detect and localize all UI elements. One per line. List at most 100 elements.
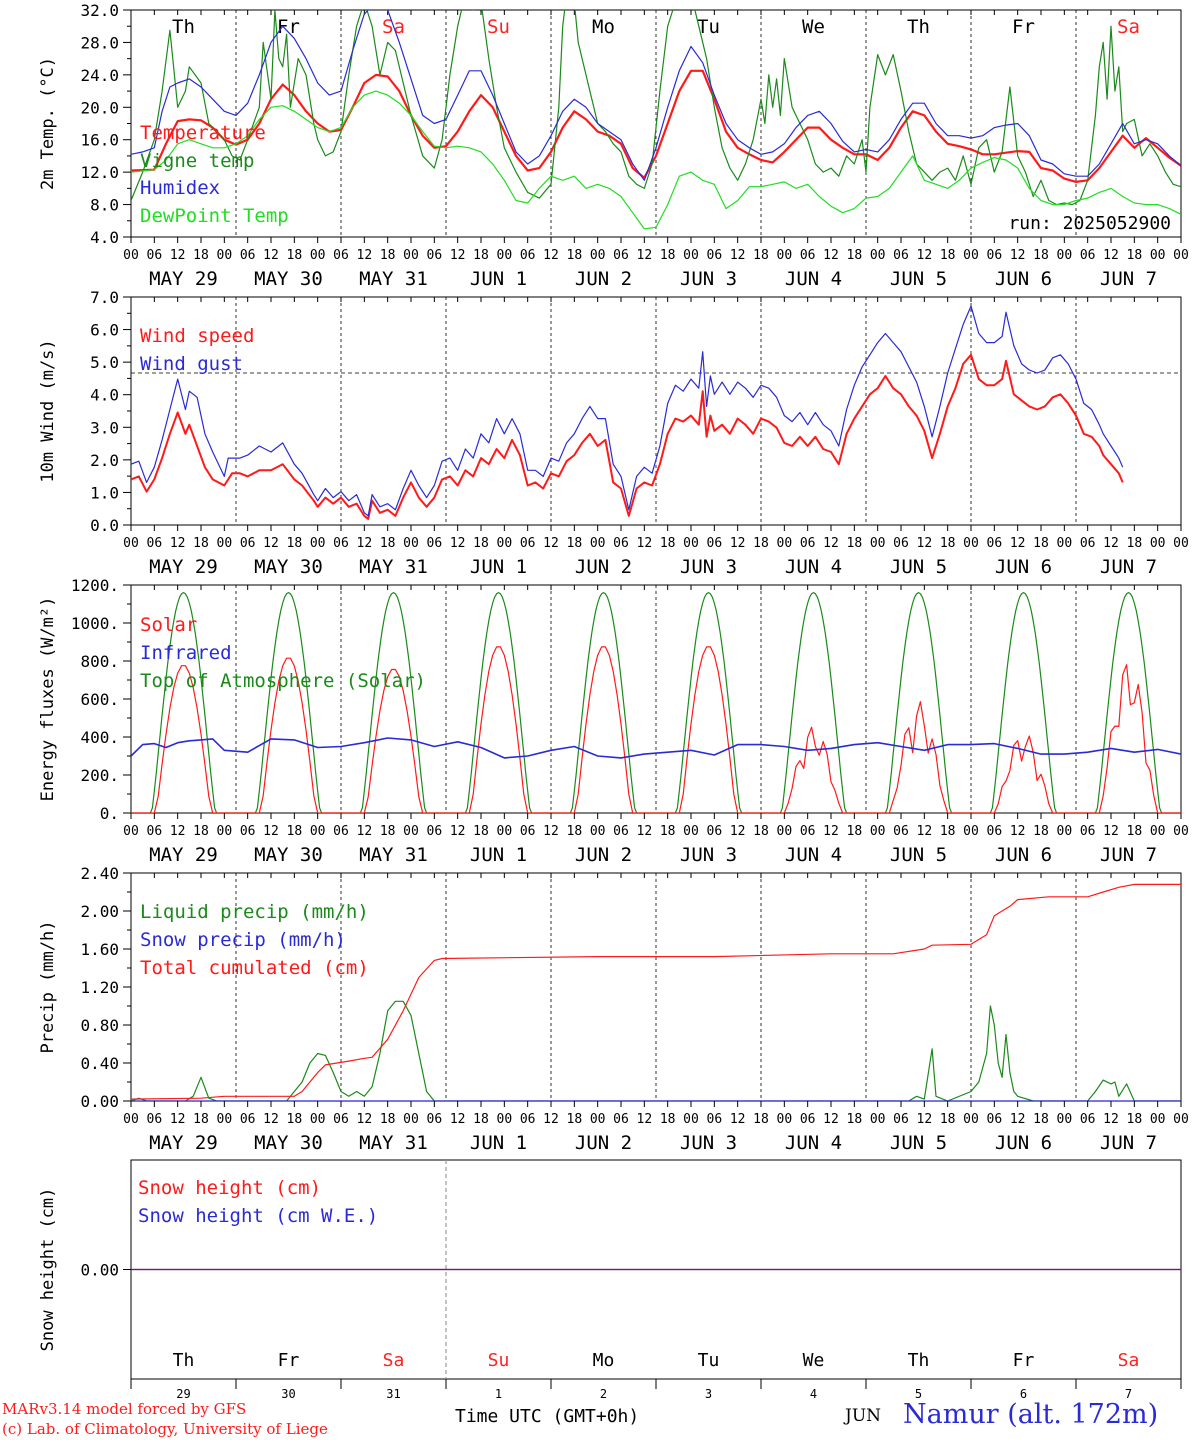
y-tick-label: 600. bbox=[80, 690, 119, 709]
x-hour-label: 06 bbox=[893, 1112, 909, 1127]
y-tick-label: 7.0 bbox=[90, 288, 119, 307]
day-name-label: Sa bbox=[1117, 16, 1140, 38]
x-hour-label: 12 bbox=[730, 536, 746, 551]
x-hour-label: 06 bbox=[427, 248, 443, 263]
x-hour-label: 06 bbox=[613, 824, 629, 839]
credit-model: MARv3.14 model forced by GFS bbox=[2, 1400, 247, 1418]
series-group bbox=[131, 591, 1181, 813]
day-name-label: Fr bbox=[277, 16, 300, 38]
x-date-label: JUN 2 bbox=[575, 1132, 632, 1154]
x-hour-label: 00 bbox=[683, 824, 699, 839]
x-hour-label: 12 bbox=[170, 1112, 186, 1127]
y-tick-label: 400. bbox=[80, 728, 119, 747]
x-date-label: MAY 31 bbox=[359, 844, 428, 866]
x-hour-label: 06 bbox=[800, 824, 816, 839]
x-hour-label: 00 bbox=[683, 536, 699, 551]
x-date-label: JUN 6 bbox=[995, 844, 1052, 866]
x-hour-label: 00 bbox=[123, 824, 139, 839]
x-hour-label: 00 bbox=[403, 248, 419, 263]
credit-lab: (c) Lab. of Climatology, University of L… bbox=[2, 1420, 328, 1438]
x-hour-label: 00 bbox=[1057, 1112, 1073, 1127]
y-tick-label: 20.0 bbox=[80, 98, 119, 117]
day-name-label: Tu bbox=[698, 1350, 720, 1371]
x-hour-label: 00 bbox=[403, 536, 419, 551]
x-hour-label: 00 bbox=[310, 248, 326, 263]
panel-precip: 0.00 0.40 0.80 1.20 1.60 2.00 2.40 Precip (mm/h… bbox=[38, 864, 1189, 1154]
x-date-label: JUN 7 bbox=[1100, 268, 1157, 290]
x-hour-label: 06 bbox=[800, 248, 816, 263]
x-hour-label: 00 bbox=[1150, 824, 1166, 839]
x-date-label: MAY 31 bbox=[359, 556, 428, 578]
x-hour-label: 18 bbox=[660, 1112, 676, 1127]
x-hour-label: 06 bbox=[520, 536, 536, 551]
x-hour-label: 12 bbox=[1103, 536, 1119, 551]
x-date-label: JUN 2 bbox=[575, 268, 632, 290]
day-name-label: Su bbox=[487, 16, 510, 38]
x-date-label: JUN 6 bbox=[995, 556, 1052, 578]
y-tick-label: 2.00 bbox=[80, 902, 119, 921]
x-hour-label: 00 bbox=[963, 536, 979, 551]
x-hour-label: 18 bbox=[193, 824, 209, 839]
y-tick-label: 0.0 bbox=[90, 516, 119, 535]
x-hour-label: 18 bbox=[660, 824, 676, 839]
legend-entry: Humidex bbox=[140, 177, 220, 199]
x-hour-label: 00 bbox=[403, 824, 419, 839]
x-hour-label: 00 bbox=[310, 824, 326, 839]
x-date-label: JUN 4 bbox=[785, 1132, 842, 1154]
legend-entry: Liquid precip (mm/h) bbox=[140, 901, 369, 923]
x-hour-label: 12 bbox=[730, 824, 746, 839]
x-hour-label: 00 bbox=[1150, 248, 1166, 263]
legend-entry: Snow height (cm) bbox=[138, 1177, 321, 1199]
x-hour-label: 18 bbox=[1127, 248, 1143, 263]
x-hour-label: 00 bbox=[1173, 1112, 1189, 1127]
x-hour-label: 18 bbox=[287, 824, 303, 839]
x-date-label: JUN 2 bbox=[575, 844, 632, 866]
x-date-label: JUN 7 bbox=[1100, 844, 1157, 866]
x-date-label: JUN 3 bbox=[680, 556, 737, 578]
day-name-label: We bbox=[803, 1350, 825, 1371]
x-hour-label: 00 bbox=[497, 824, 513, 839]
x-hour-label: 06 bbox=[613, 248, 629, 263]
x-date-label: JUN 3 bbox=[680, 268, 737, 290]
legend-entry: DewPoint Temp bbox=[140, 205, 289, 227]
y-axis-label: Snow height (cm) bbox=[38, 1188, 58, 1352]
x-hour-label: 12 bbox=[357, 824, 373, 839]
x-hour-label: 12 bbox=[823, 824, 839, 839]
x-hour-label: 06 bbox=[240, 248, 256, 263]
x-hour-label: 00 bbox=[777, 248, 793, 263]
x-hour-label: 12 bbox=[1010, 1112, 1026, 1127]
y-tick-label: 5.0 bbox=[90, 353, 119, 372]
day-number-label: 7 bbox=[1125, 1387, 1132, 1401]
day-number-label: 29 bbox=[176, 1387, 190, 1401]
x-hour-label: 18 bbox=[473, 248, 489, 263]
y-axis-label: 10m Wind (m/s) bbox=[38, 339, 58, 482]
legend-entry: Solar bbox=[140, 614, 197, 636]
day-name-label: Sa bbox=[1118, 1350, 1140, 1371]
x-date-label: MAY 31 bbox=[359, 268, 428, 290]
x-hour-label: 06 bbox=[800, 1112, 816, 1127]
y-axis-label: 2m Temp. (°C) bbox=[38, 57, 58, 190]
x-date-label: MAY 30 bbox=[254, 556, 323, 578]
x-hour-label: 00 bbox=[870, 536, 886, 551]
x-hour-label: 00 bbox=[963, 248, 979, 263]
x-hour-label: 00 bbox=[123, 1112, 139, 1127]
x-hour-label: 12 bbox=[357, 248, 373, 263]
legend-entry: Wind gust bbox=[140, 353, 243, 375]
x-hour-label: 00 bbox=[1173, 824, 1189, 839]
series-line-solar bbox=[131, 646, 1181, 813]
panel-energy: 0. 200. 400. 600. 800. 1000. 1200. Energy fluxe… bbox=[38, 576, 1189, 866]
legend-entry: Total cumulated (cm) bbox=[140, 957, 369, 979]
x-hour-label: 06 bbox=[893, 248, 909, 263]
x-hour-label: 12 bbox=[170, 824, 186, 839]
x-hour-label: 18 bbox=[753, 248, 769, 263]
x-hour-label: 12 bbox=[450, 1112, 466, 1127]
series-line bbox=[131, 353, 1124, 520]
day-number-label: 31 bbox=[386, 1387, 400, 1401]
x-hour-label: 18 bbox=[473, 1112, 489, 1127]
x-hour-label: 18 bbox=[1127, 1112, 1143, 1127]
series-line bbox=[131, 69, 1181, 183]
x-hour-label: 06 bbox=[333, 248, 349, 263]
x-hour-label: 18 bbox=[380, 248, 396, 263]
day-number-label: 3 bbox=[705, 1387, 712, 1401]
x-hour-label: 00 bbox=[590, 536, 606, 551]
